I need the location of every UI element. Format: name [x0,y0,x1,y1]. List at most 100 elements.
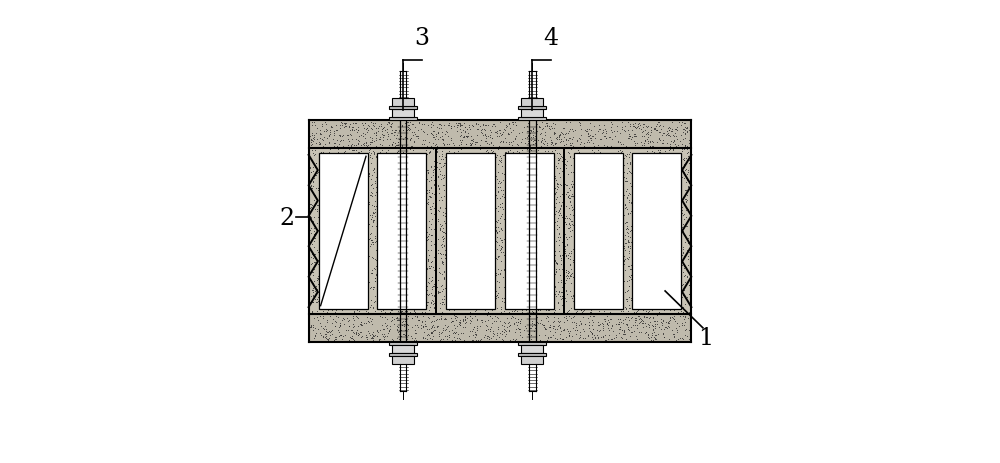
Point [307,332,323,340]
Point [308,172,324,179]
Point [418,146,434,154]
Point [439,336,455,343]
Point [482,313,498,320]
Point [604,322,620,330]
Point [384,316,400,324]
Point [359,129,375,137]
Point [363,216,379,224]
Point [429,143,445,150]
Point [483,334,499,342]
Point [652,149,668,156]
Point [627,316,643,324]
Point [625,282,641,290]
Point [551,247,567,255]
Point [664,314,680,321]
Point [311,249,327,257]
Point [504,119,520,126]
Point [438,316,454,323]
Point [404,315,420,322]
Point [620,127,636,134]
Point [537,148,553,155]
Point [369,328,385,335]
Point [623,208,639,215]
Point [384,314,400,321]
Point [661,336,677,343]
Point [520,132,536,140]
Point [647,322,663,330]
Point [305,169,321,176]
Point [545,284,561,292]
Point [546,322,562,330]
Point [644,148,660,156]
Bar [389,342,417,345]
Point [488,129,504,136]
Point [559,158,575,165]
Point [455,127,471,134]
Point [603,124,619,131]
Point [621,154,637,162]
Point [438,194,454,201]
Point [547,130,563,138]
Point [418,235,434,242]
Point [548,135,564,142]
Point [389,323,405,331]
Point [306,265,322,273]
Point [559,215,575,222]
Point [638,308,654,315]
Point [497,320,513,327]
Point [534,137,550,144]
Point [409,314,425,321]
Point [658,324,674,332]
Point [564,136,580,144]
Point [675,225,691,232]
Point [681,308,697,316]
Point [506,321,522,328]
Point [480,309,496,316]
Point [545,142,561,150]
Point [360,202,376,209]
Point [636,142,652,149]
Point [676,169,692,176]
Point [552,324,568,331]
Point [443,135,459,142]
Point [490,146,506,153]
Point [591,307,607,315]
Point [426,292,442,300]
Point [548,259,564,266]
Point [303,254,319,261]
Point [552,132,568,140]
Point [560,307,576,314]
Point [424,324,440,331]
Point [525,138,541,145]
Point [318,128,334,135]
Point [616,163,632,170]
Point [609,123,625,130]
Point [404,143,420,150]
Point [532,319,548,327]
Point [509,141,525,148]
Point [489,229,505,236]
Point [307,164,323,171]
Point [681,232,697,239]
Point [437,210,453,217]
Point [482,134,498,142]
Point [386,132,402,140]
Point [490,217,506,225]
Point [400,126,416,133]
Point [496,329,512,336]
Point [348,330,364,337]
Point [415,322,431,330]
Point [677,130,693,137]
Point [314,123,330,130]
Point [345,313,361,320]
Point [437,314,453,322]
Point [386,321,402,328]
Point [491,278,507,286]
Point [670,335,686,343]
Point [618,203,634,211]
Point [559,272,575,280]
Point [304,269,320,276]
Point [304,174,320,181]
Point [546,131,562,138]
Point [304,130,320,138]
